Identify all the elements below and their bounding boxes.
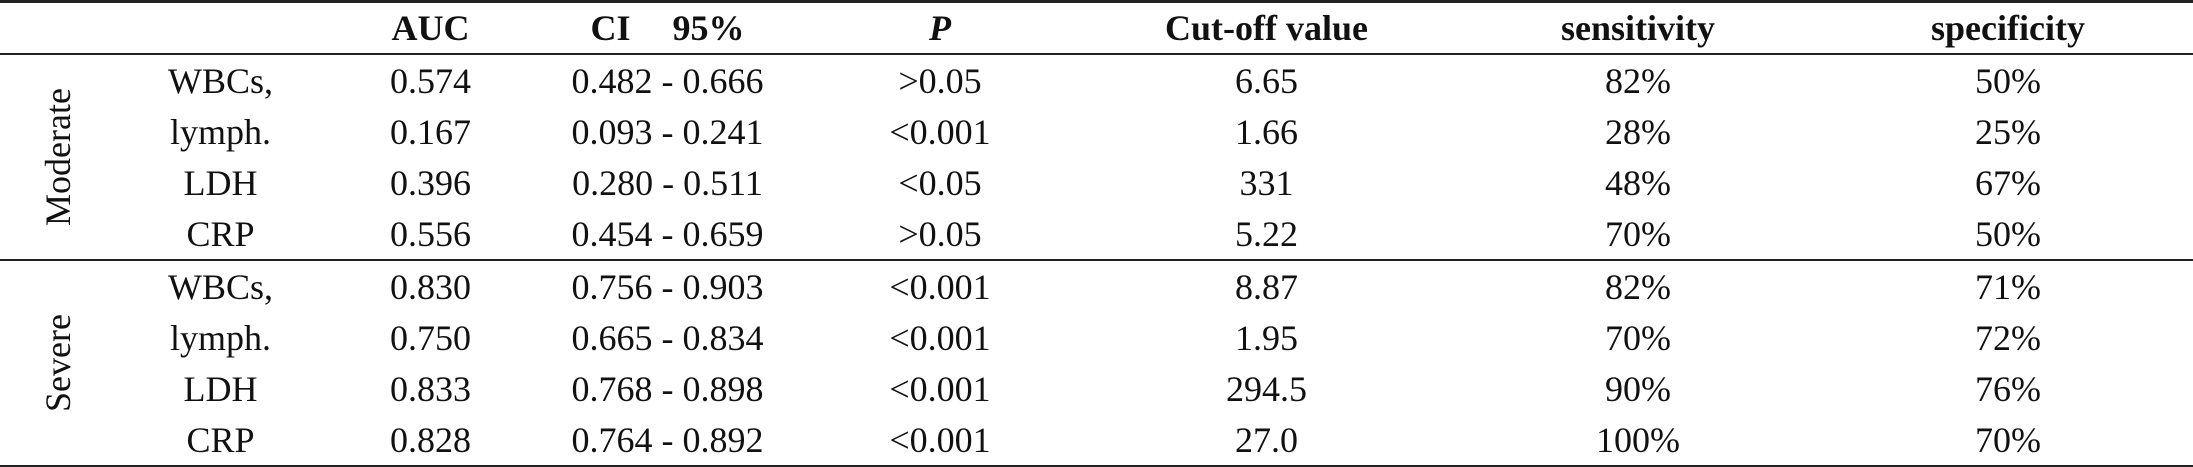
auc-cell: 0.833 [390,368,471,409]
sensitivity-cell: 90% [1605,368,1671,409]
cutoff-cell: 331 [1239,162,1294,203]
sensitivity-cell: 82% [1453,259,1823,312]
ci-cell: 0.764 - 0.892 [535,414,800,467]
ci-cell: 0.093 - 0.241 [571,111,764,152]
table-row: lymph. 0.167 0.093 - 0.241 <0.001 1.66 2… [0,106,2193,157]
group-cell-severe: Severe [0,259,115,467]
p-cell: >0.05 [898,213,982,254]
ci-cell: 0.768 - 0.898 [571,368,764,409]
p-cell: <0.001 [800,414,1080,467]
auc-cell: 0.556 [390,213,471,254]
cutoff-cell: 6.65 [1235,60,1298,101]
ci-cell: 0.454 - 0.659 [571,213,764,254]
table-row: lymph. 0.750 0.665 - 0.834 <0.001 1.95 7… [0,312,2193,363]
sensitivity-cell: 48% [1605,162,1671,203]
marker-cell: LDH [183,162,258,203]
cutoff-cell: 1.95 [1235,317,1298,358]
auc-cell: 0.574 [390,60,471,101]
ci-cell: 0.482 - 0.666 [571,60,764,101]
specificity-cell: 70% [1823,414,2193,467]
marker-cell: CRP [115,414,326,467]
header-specificity: specificity [1823,0,2193,55]
cutoff-cell: 1.66 [1235,111,1298,152]
ci-cell: 0.665 - 0.834 [571,317,764,358]
marker-cell: lymph. [169,317,271,358]
header-auc: AUC [326,0,535,55]
auc-cell: 0.830 [326,259,535,312]
ci-cell: 0.756 - 0.903 [535,259,800,312]
header-row: AUC CI 95% P Cut-off value sensitivity sp… [0,0,2193,55]
group-label: Moderate [37,88,78,226]
specificity-cell: 25% [1975,111,2041,152]
group-cell-moderate: Moderate [0,54,115,261]
table-row: LDH 0.396 0.280 - 0.511 <0.05 331 48% 67… [0,157,2193,208]
cutoff-cell: 5.22 [1235,213,1298,254]
marker-cell: lymph. [169,111,271,152]
table-row: Severe WBCs, 0.830 0.756 - 0.903 <0.001 … [0,259,2193,467]
sensitivity-cell: 70% [1605,213,1671,254]
cutoff-cell: 294.5 [1226,368,1307,409]
p-cell: <0.001 [889,111,991,152]
header-ci-label: CI [590,8,631,48]
group-label: Severe [37,314,78,412]
marker-cell: WBCs, [167,60,273,101]
specificity-cell: 76% [1975,368,2041,409]
p-cell: <0.001 [800,259,1080,312]
sensitivity-cell: 70% [1605,317,1671,358]
sensitivity-cell: 100% [1453,414,1823,467]
specificity-cell: 50% [1975,60,2041,101]
p-cell: >0.05 [898,60,982,101]
marker-cell: WBCs, [115,259,326,312]
table-row: CRP 0.556 0.454 - 0.659 >0.05 5.22 70% 5… [0,208,2193,260]
cutoff-cell: 8.87 [1080,259,1453,312]
auc-cell: 0.828 [326,414,535,467]
p-cell: <0.001 [889,368,991,409]
table-row: Moderate WBCs, 0.574 0.482 - 0.666 >0.05… [0,54,2193,261]
specificity-cell: 71% [1823,259,2193,312]
table-row: LDH 0.833 0.768 - 0.898 <0.001 294.5 90%… [0,363,2193,414]
specificity-cell: 67% [1975,162,2041,203]
header-ci-percent: 95% [672,8,745,48]
header-marker-blank [115,0,326,55]
ci-cell: 0.280 - 0.511 [572,162,763,203]
header-group-blank [0,0,115,55]
auc-cell: 0.167 [390,111,471,152]
sensitivity-cell: 82% [1605,60,1671,101]
cutoff-cell: 27.0 [1080,414,1453,467]
p-cell: <0.001 [889,317,991,358]
marker-cell: CRP [186,213,255,254]
table-row: CRP 0.828 0.764 - 0.892 <0.001 27.0 100%… [0,414,2193,467]
p-cell: <0.05 [898,162,982,203]
specificity-cell: 50% [1975,213,2041,254]
header-sensitivity: sensitivity [1453,0,1823,55]
auc-cell: 0.396 [390,162,471,203]
header-ci: CI 95% [535,0,800,55]
marker-cell: LDH [183,368,258,409]
header-cutoff: Cut-off value [1080,0,1453,55]
auc-cell: 0.750 [390,317,471,358]
sensitivity-cell: 28% [1605,111,1671,152]
header-p: P [800,0,1080,55]
specificity-cell: 72% [1975,317,2041,358]
